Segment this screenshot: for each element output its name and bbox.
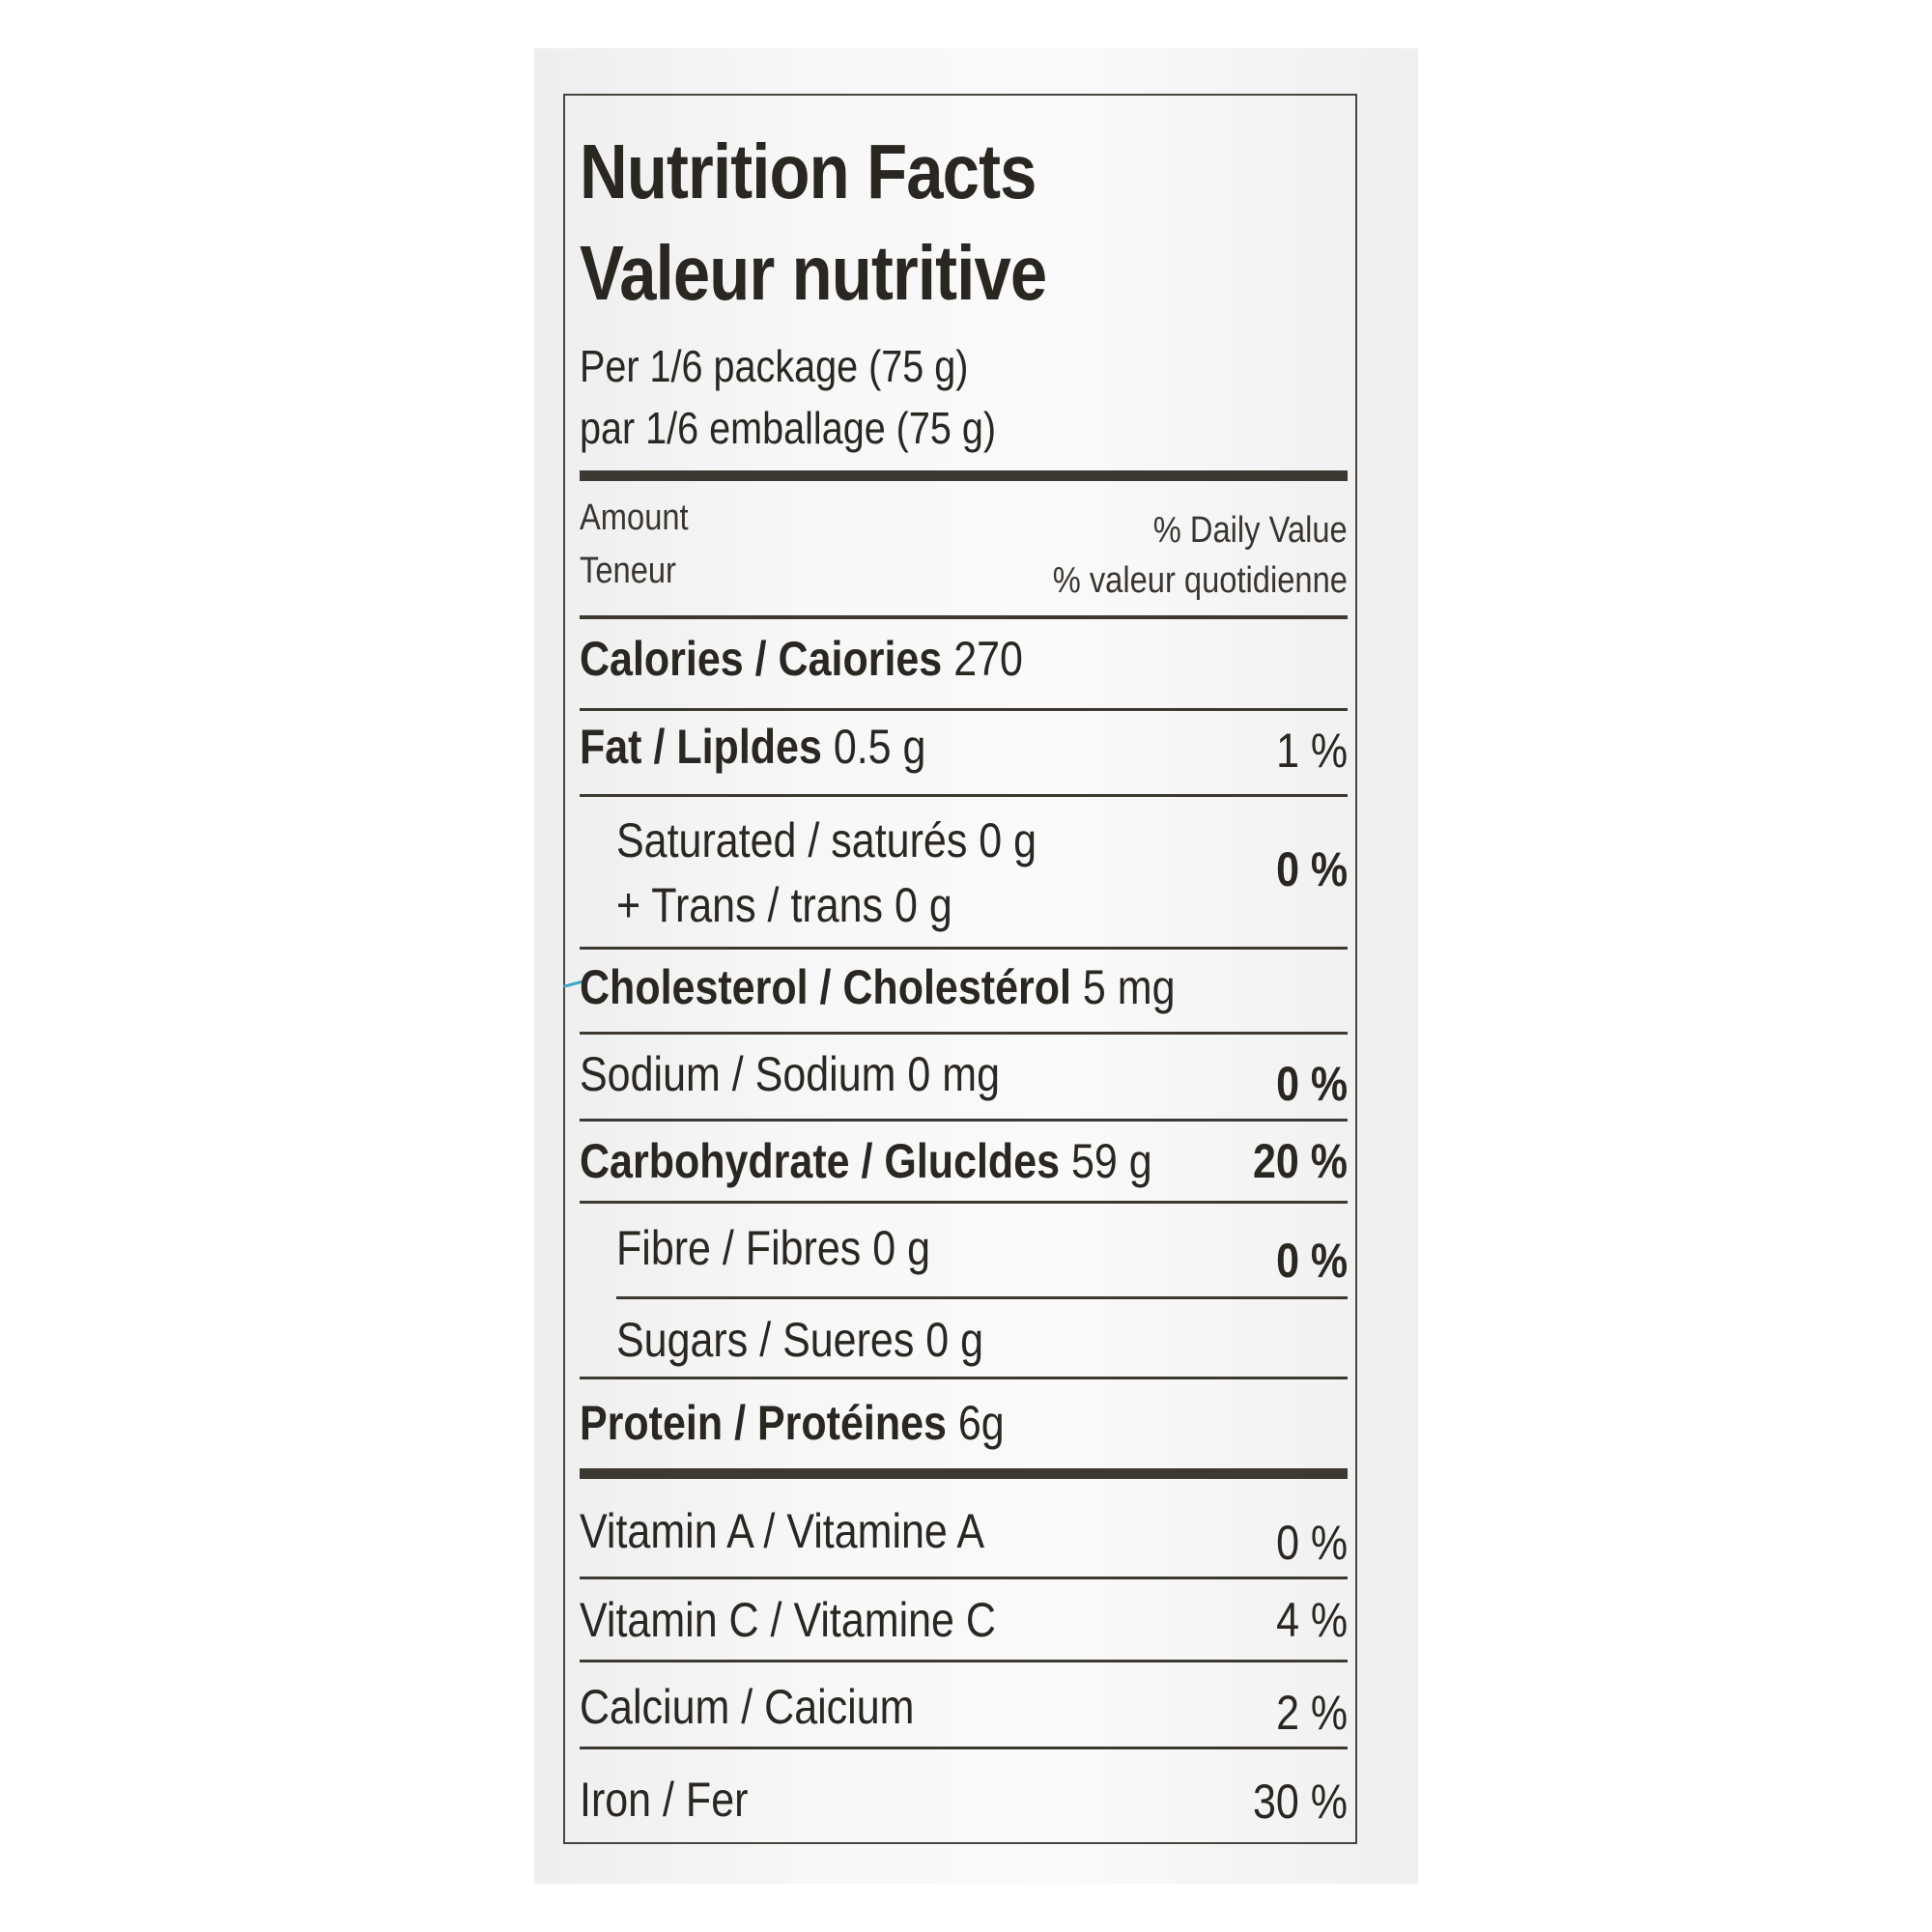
cholesterol-value: 5 mg <box>1082 960 1176 1014</box>
fat-daily-value: 1 % <box>1275 724 1348 778</box>
divider <box>580 1577 1348 1579</box>
sodium-daily-value: 0 % <box>1275 1057 1348 1111</box>
protein-row: Protein / Protéines 6g <box>580 1399 1005 1447</box>
sodium-row: Sodium / Sodium 0 mg <box>580 1050 1000 1098</box>
calories-value: 270 <box>953 632 1023 686</box>
fat-name: Fat / Lipldes <box>580 720 822 774</box>
trans-value: 0 g <box>895 878 952 932</box>
fat-value: 0.5 g <box>833 720 926 774</box>
divider <box>580 1377 1348 1379</box>
vitamins-rule <box>580 1468 1348 1479</box>
amount-label-fr: Teneur <box>580 551 676 591</box>
divider <box>580 615 1348 619</box>
divider <box>580 1660 1348 1662</box>
carbohydrate-value: 59 g <box>1070 1134 1152 1188</box>
sugars-name: Sugars / Sueres <box>616 1313 915 1367</box>
title-en: Nutrition Facts <box>580 128 1037 214</box>
calcium-daily-value: 2 % <box>1275 1686 1348 1740</box>
iron-daily-value: 30 % <box>1252 1775 1348 1829</box>
calories-row: Calories / Caiories 270 <box>580 635 1023 683</box>
protein-value: 6g <box>957 1396 1005 1450</box>
nutrition-facts-label <box>563 94 1357 1844</box>
serving-size-fr: par 1/6 emballage (75 g) <box>580 403 997 453</box>
sugars-value: 0 g <box>925 1313 984 1367</box>
amount-label-en: Amount <box>580 497 689 538</box>
vitamin-a-name: Vitamin A / Vitamine A <box>580 1504 985 1558</box>
carbohydrate-dv-text: 20 % <box>1252 1134 1348 1188</box>
divider <box>580 1032 1348 1035</box>
divider <box>580 1747 1348 1749</box>
calories-name: Calories / Caiories <box>580 632 943 686</box>
cholesterol-row: Cholesterol / Cholestérol 5 mg <box>580 963 1175 1011</box>
fat-row: Fat / Lipldes 0.5 g <box>580 723 925 771</box>
fibre-row: Fibre / Fibres 0 g <box>616 1224 930 1272</box>
calcium-name: Calcium / Caicium <box>580 1680 915 1734</box>
carbohydrate-daily-value: 20 % <box>1253 1137 1348 1185</box>
divider <box>580 1119 1348 1122</box>
title-fr: Valeur nutritive <box>580 230 1047 316</box>
fibre-daily-value: 0 % <box>1275 1234 1348 1288</box>
fibre-value: 0 g <box>872 1221 931 1275</box>
divider <box>580 794 1348 797</box>
saturated-trans-daily-value: 0 % <box>1275 842 1348 896</box>
vitamin-a-daily-value: 0 % <box>1275 1516 1348 1570</box>
carbohydrate-row: Carbohydrate / Glucldes 59 g <box>580 1137 1152 1185</box>
carbohydrate-name: Carbohydrate / Glucldes <box>580 1134 1061 1188</box>
divider <box>616 1296 1348 1299</box>
serving-size-en: Per 1/6 package (75 g) <box>580 341 969 391</box>
saturated-name: Saturated / saturés <box>616 813 968 867</box>
protein-name: Protein / Protéines <box>580 1396 947 1450</box>
daily-value-label-fr: % valeur quotidienne <box>1052 560 1348 601</box>
header-rule <box>580 470 1348 481</box>
iron-name: Iron / Fer <box>580 1773 749 1827</box>
trans-name: + Trans / trans <box>616 878 884 932</box>
cholesterol-name: Cholesterol / Cholestérol <box>580 960 1071 1014</box>
vitamin-c-daily-value: 4 % <box>1275 1593 1348 1647</box>
sodium-name: Sodium / Sodium <box>580 1047 896 1101</box>
saturated-row: Saturated / saturés 0 g <box>616 816 1037 865</box>
divider <box>580 1201 1348 1204</box>
daily-value-label-en: % Daily Value <box>1152 510 1348 551</box>
sugars-row: Sugars / Sueres 0 g <box>616 1316 983 1364</box>
saturated-value: 0 g <box>979 813 1037 867</box>
fibre-name: Fibre / Fibres <box>616 1221 862 1275</box>
trans-row: + Trans / trans 0 g <box>616 881 952 929</box>
vitamin-c-name: Vitamin C / Vitamine C <box>580 1593 996 1647</box>
divider <box>580 947 1348 950</box>
sodium-value: 0 mg <box>907 1047 1001 1101</box>
divider <box>580 708 1348 711</box>
